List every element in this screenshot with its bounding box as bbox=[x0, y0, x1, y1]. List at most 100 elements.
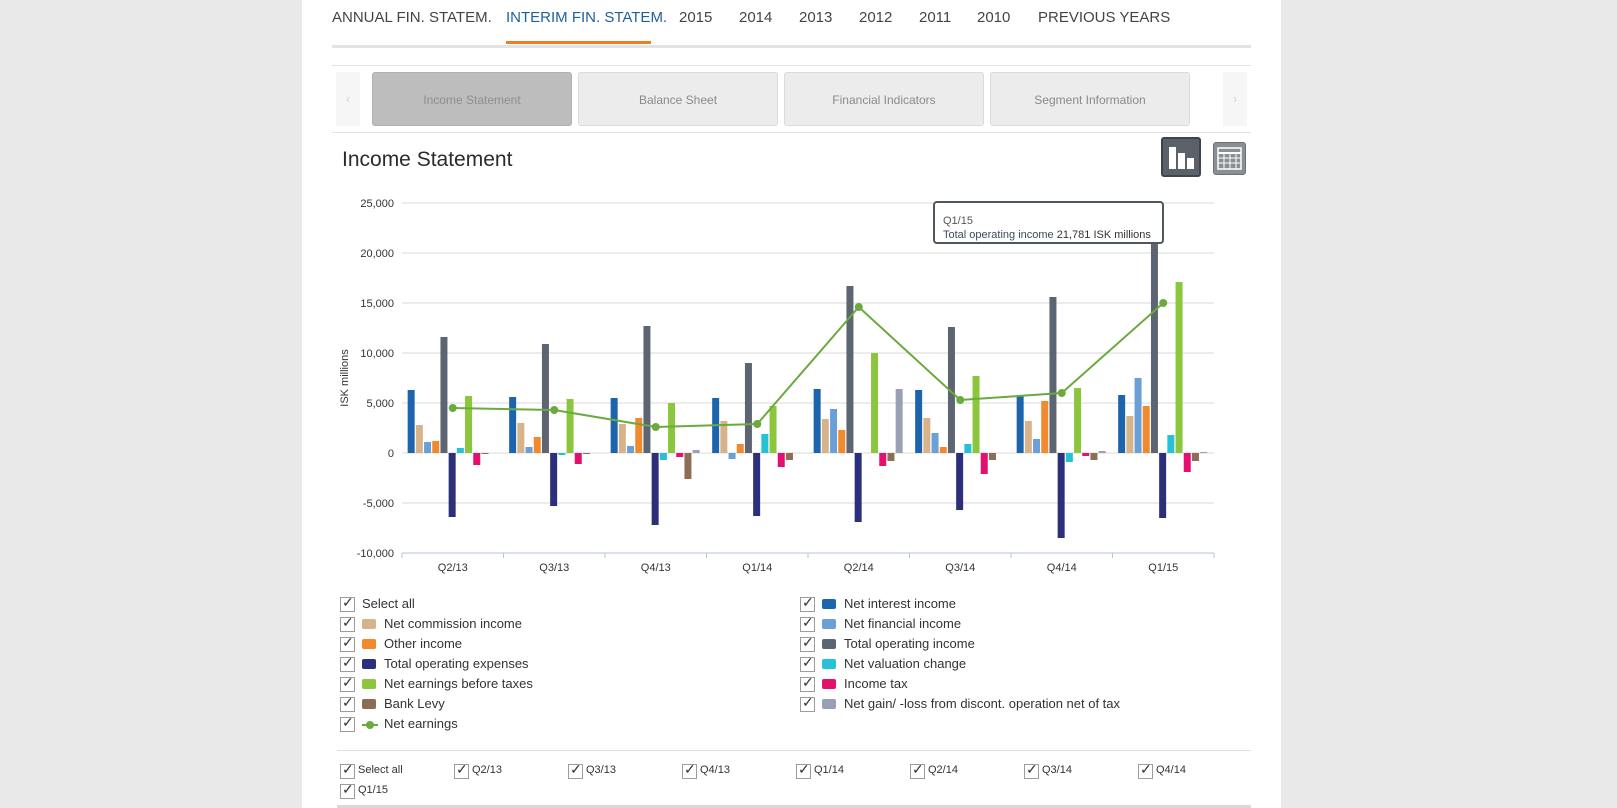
checkbox[interactable] bbox=[340, 714, 355, 732]
tab-annual-fin-statem[interactable]: ANNUAL FIN. STATEM. bbox=[332, 9, 492, 26]
checkbox[interactable] bbox=[910, 761, 925, 779]
bar bbox=[972, 376, 980, 453]
checkbox[interactable] bbox=[1138, 761, 1153, 779]
chevron-right-icon[interactable]: › bbox=[1223, 72, 1247, 126]
checkbox[interactable] bbox=[800, 594, 815, 612]
bar bbox=[753, 453, 761, 516]
checkbox[interactable] bbox=[800, 694, 815, 712]
bar bbox=[761, 434, 769, 453]
bar bbox=[785, 453, 793, 460]
period-label: Q3/14 bbox=[1042, 764, 1072, 776]
bar bbox=[440, 337, 448, 453]
bar bbox=[915, 390, 923, 453]
bottom-border bbox=[337, 805, 1251, 808]
bar bbox=[1175, 282, 1183, 453]
bar bbox=[1150, 235, 1158, 453]
checkbox[interactable] bbox=[340, 634, 355, 652]
tab-2015[interactable]: 2015 bbox=[679, 9, 713, 26]
legend-label: Income tax bbox=[844, 676, 908, 691]
chevron-left-icon[interactable]: ‹ bbox=[336, 72, 360, 126]
bar bbox=[473, 453, 481, 465]
period-label: Q1/15 bbox=[358, 784, 388, 796]
bar bbox=[659, 453, 667, 460]
bar bbox=[1118, 395, 1126, 453]
period-label: Q1/14 bbox=[814, 764, 844, 776]
top-navigation: ANNUAL FIN. STATEM. INTERIM FIN. STATEM.… bbox=[332, 0, 1251, 48]
net-earnings-point bbox=[1159, 299, 1168, 307]
legend-label: Net commission income bbox=[384, 616, 522, 631]
bar bbox=[728, 453, 736, 459]
checkbox[interactable] bbox=[1024, 761, 1039, 779]
checkbox[interactable] bbox=[340, 781, 355, 799]
table-view-button[interactable] bbox=[1213, 142, 1246, 175]
y-tick-label: -10,000 bbox=[357, 548, 394, 560]
bar bbox=[1082, 453, 1090, 456]
x-tick-label: Q3/13 bbox=[539, 562, 569, 574]
checkbox[interactable] bbox=[800, 654, 815, 672]
bar bbox=[1065, 453, 1073, 462]
checkbox[interactable] bbox=[340, 614, 355, 632]
tab-2014[interactable]: 2014 bbox=[739, 9, 773, 26]
x-tick-label: Q3/14 bbox=[945, 562, 975, 574]
bar bbox=[643, 326, 651, 453]
bar bbox=[541, 344, 549, 453]
bar bbox=[1016, 395, 1024, 453]
tab-2012[interactable]: 2012 bbox=[859, 9, 893, 26]
period-label: Q2/14 bbox=[928, 764, 958, 776]
series-swatch bbox=[362, 721, 378, 729]
bar bbox=[635, 418, 643, 453]
divider bbox=[337, 750, 1251, 751]
net-earnings-point bbox=[956, 396, 965, 404]
tab-income-statement[interactable]: Income Statement bbox=[372, 72, 572, 126]
net-earnings-point bbox=[1057, 389, 1066, 397]
bar bbox=[923, 418, 931, 453]
period-label: Q3/13 bbox=[586, 764, 616, 776]
bar bbox=[558, 453, 566, 455]
checkbox[interactable] bbox=[800, 634, 815, 652]
legend-label: Other income bbox=[384, 636, 463, 651]
bar bbox=[465, 396, 473, 453]
tooltip-series: Total operating income bbox=[943, 229, 1054, 241]
bar bbox=[1167, 435, 1175, 453]
bar bbox=[1098, 451, 1106, 453]
checkbox[interactable] bbox=[682, 761, 697, 779]
chart-view-button[interactable] bbox=[1161, 137, 1201, 177]
period-label: Q4/13 bbox=[700, 764, 730, 776]
checkbox[interactable] bbox=[454, 761, 469, 779]
series-swatch bbox=[822, 599, 836, 609]
legend-label: Net gain/ -loss from discont. operation … bbox=[844, 696, 1121, 711]
checkbox[interactable] bbox=[340, 594, 355, 612]
series-swatch bbox=[362, 679, 376, 689]
bar bbox=[821, 419, 829, 453]
tab-financial-indicators[interactable]: Financial Indicators bbox=[784, 72, 984, 126]
series-swatch bbox=[362, 659, 376, 669]
checkbox[interactable] bbox=[796, 761, 811, 779]
tab-balance-sheet[interactable]: Balance Sheet bbox=[578, 72, 778, 126]
bar bbox=[1134, 378, 1142, 453]
period-label: Select all bbox=[358, 764, 403, 776]
legend-label: Net earnings bbox=[384, 716, 458, 731]
checkbox[interactable] bbox=[800, 614, 815, 632]
bar bbox=[1191, 453, 1199, 461]
income-statement-chart: 25,000 20,000 15,000 10,000 5,000 0 -5,000 -10,… bbox=[339, 198, 1215, 574]
series-swatch bbox=[822, 639, 836, 649]
checkbox[interactable] bbox=[340, 674, 355, 692]
series-swatch bbox=[362, 639, 376, 649]
tab-segment-information[interactable]: Segment Information bbox=[990, 72, 1190, 126]
tab-previous-years[interactable]: PREVIOUS YEARS bbox=[1038, 9, 1171, 26]
checkbox[interactable] bbox=[340, 694, 355, 712]
checkbox[interactable] bbox=[340, 654, 355, 672]
tab-2013[interactable]: 2013 bbox=[799, 9, 833, 26]
bar bbox=[676, 453, 684, 457]
bar bbox=[813, 389, 821, 453]
checkbox[interactable] bbox=[568, 761, 583, 779]
bar bbox=[1033, 439, 1041, 453]
tab-2011[interactable]: 2011 bbox=[919, 9, 952, 26]
checkbox[interactable] bbox=[800, 674, 815, 692]
x-tick-label: Q2/14 bbox=[844, 562, 874, 574]
tab-interim-fin-statem[interactable]: INTERIM FIN. STATEM. bbox=[506, 9, 668, 26]
bar bbox=[1057, 453, 1065, 538]
checkbox[interactable] bbox=[340, 761, 355, 779]
tab-2010[interactable]: 2010 bbox=[977, 9, 1011, 26]
bar bbox=[1126, 416, 1134, 453]
